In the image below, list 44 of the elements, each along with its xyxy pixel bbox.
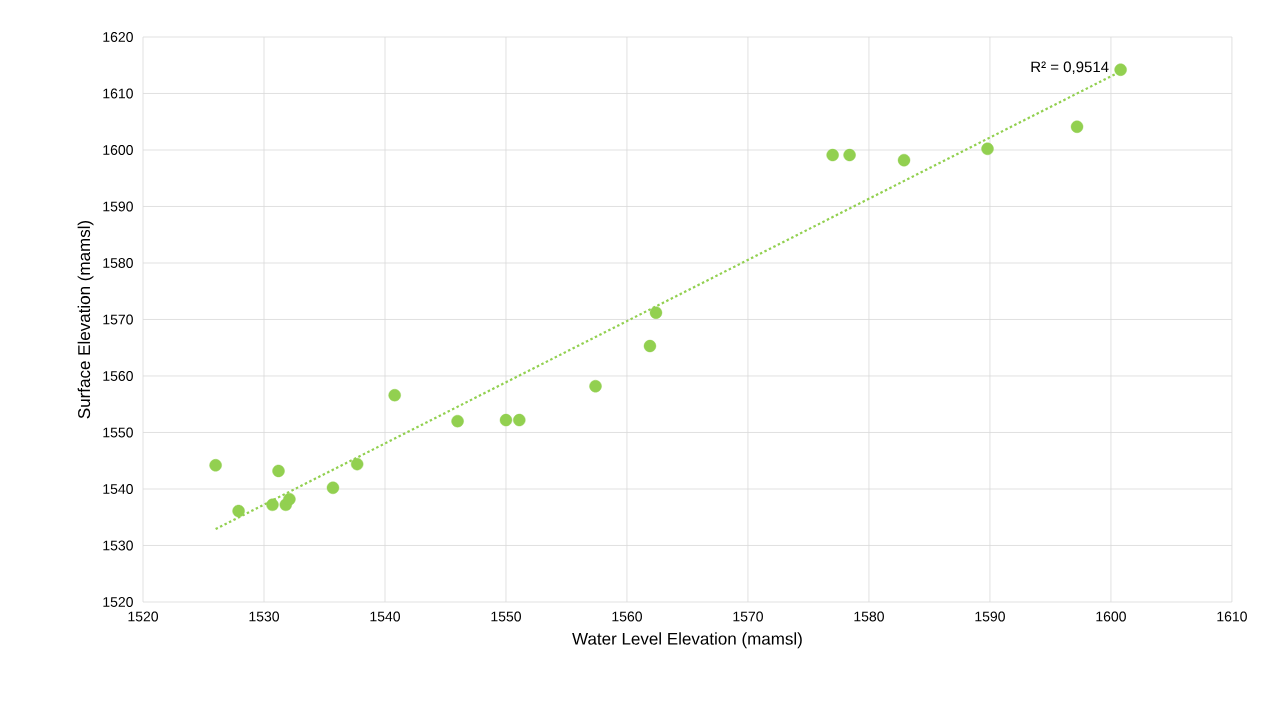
point	[326, 481, 340, 495]
y-tick-label: 1620	[103, 32, 133, 42]
x-tick-label: 1580	[854, 611, 884, 622]
point	[643, 339, 657, 353]
x-tick-label: 1590	[975, 611, 1005, 622]
x-tick-label: 1570	[733, 611, 763, 622]
point	[513, 413, 526, 427]
y-tick-label: 1600	[103, 145, 133, 155]
point	[499, 413, 513, 427]
y-tick-label: 1570	[103, 314, 133, 325]
point	[388, 389, 401, 402]
y-tick-label: 1610	[103, 88, 133, 99]
point	[843, 148, 856, 162]
y-axis-title: Surface Elevation (mamsl)	[77, 220, 94, 419]
point	[981, 142, 994, 156]
y-tick-label: 1580	[103, 258, 133, 268]
y-tick-label: 1590	[103, 201, 133, 212]
x-axis-title: Water Level Elevation (mamsl)	[572, 632, 802, 649]
point	[451, 414, 464, 428]
x-tick-label: 1600	[1096, 611, 1126, 622]
point	[589, 379, 602, 393]
y-tick-label: 1540	[103, 484, 133, 494]
point	[649, 306, 663, 319]
x-tick-label: 1520	[128, 611, 159, 622]
point	[1114, 63, 1127, 76]
annotation: R² = 0,9514	[1031, 61, 1109, 74]
y-tick-label: 1560	[103, 371, 133, 381]
point	[209, 459, 222, 472]
x-tick-label: 1550	[491, 611, 521, 622]
y-tick-label: 1520	[103, 597, 133, 607]
x-tick-label: 1610	[1217, 611, 1247, 622]
x-tick-label: 1540	[370, 611, 401, 622]
y-tick-label: 1530	[103, 540, 133, 551]
point	[826, 148, 839, 162]
point	[897, 153, 911, 167]
point	[1070, 120, 1084, 134]
point	[272, 464, 285, 478]
point	[266, 498, 279, 512]
point	[283, 492, 296, 506]
point	[350, 457, 364, 471]
y-tick-label: 1550	[103, 427, 133, 438]
x-tick-label: 1530	[249, 611, 280, 622]
x-tick-label: 1560	[612, 611, 642, 622]
point	[232, 504, 245, 518]
